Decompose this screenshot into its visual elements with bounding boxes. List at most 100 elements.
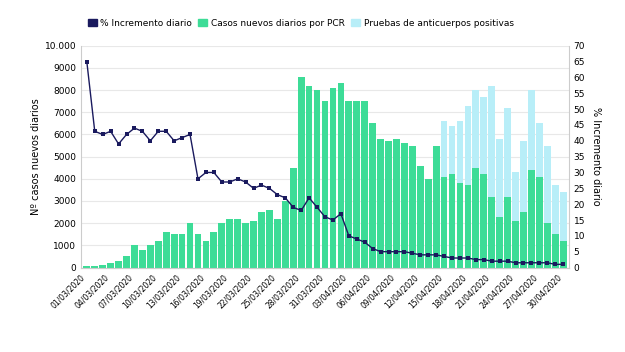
- Bar: [298, 77, 304, 268]
- Bar: [218, 223, 225, 268]
- Bar: [346, 101, 352, 268]
- Bar: [179, 234, 186, 268]
- Bar: [449, 174, 456, 268]
- Bar: [187, 223, 193, 268]
- Bar: [211, 232, 217, 268]
- Bar: [91, 266, 98, 268]
- Bar: [496, 139, 503, 268]
- Bar: [290, 168, 297, 268]
- Y-axis label: % Incremento diario: % Incremento diario: [591, 107, 601, 206]
- Bar: [187, 223, 193, 268]
- Bar: [464, 106, 471, 268]
- Bar: [425, 179, 432, 268]
- Bar: [369, 124, 376, 268]
- Bar: [202, 241, 209, 268]
- Bar: [488, 196, 495, 268]
- Bar: [338, 83, 344, 268]
- Bar: [123, 256, 130, 268]
- Bar: [417, 165, 424, 268]
- Bar: [409, 146, 416, 268]
- Bar: [107, 263, 114, 268]
- Bar: [314, 90, 321, 268]
- Bar: [115, 261, 122, 268]
- Bar: [322, 101, 328, 268]
- Bar: [290, 168, 297, 268]
- Bar: [194, 234, 201, 268]
- Bar: [457, 121, 463, 268]
- Bar: [329, 88, 336, 268]
- Bar: [512, 172, 519, 268]
- Bar: [393, 139, 400, 268]
- Bar: [163, 232, 169, 268]
- Bar: [369, 124, 376, 268]
- Bar: [83, 266, 90, 268]
- Bar: [234, 219, 241, 268]
- Bar: [306, 86, 312, 268]
- Bar: [242, 223, 249, 268]
- Bar: [361, 101, 368, 268]
- Bar: [457, 183, 463, 268]
- Bar: [147, 245, 154, 268]
- Bar: [353, 101, 360, 268]
- Legend: % Incremento diario, Casos nuevos diarios por PCR, Pruebas de anticuerpos positi: % Incremento diario, Casos nuevos diario…: [86, 17, 516, 30]
- Bar: [472, 168, 479, 268]
- Bar: [266, 210, 272, 268]
- Bar: [218, 223, 225, 268]
- Bar: [536, 124, 542, 268]
- Bar: [464, 186, 471, 268]
- Bar: [155, 241, 162, 268]
- Bar: [528, 170, 535, 268]
- Bar: [504, 196, 511, 268]
- Bar: [115, 261, 122, 268]
- Bar: [282, 201, 289, 268]
- Bar: [425, 179, 432, 268]
- Bar: [266, 210, 272, 268]
- Bar: [544, 146, 551, 268]
- Bar: [560, 241, 567, 268]
- Bar: [504, 108, 511, 268]
- Bar: [401, 143, 408, 268]
- Bar: [274, 219, 281, 268]
- Bar: [329, 88, 336, 268]
- Bar: [202, 241, 209, 268]
- Bar: [544, 223, 551, 268]
- Bar: [346, 101, 352, 268]
- Bar: [528, 90, 535, 268]
- Bar: [536, 177, 542, 268]
- Bar: [322, 101, 328, 268]
- Bar: [139, 250, 146, 268]
- Bar: [401, 143, 408, 268]
- Bar: [147, 245, 154, 268]
- Bar: [258, 212, 265, 268]
- Bar: [314, 90, 321, 268]
- Bar: [234, 219, 241, 268]
- Bar: [432, 146, 439, 268]
- Bar: [306, 86, 312, 268]
- Bar: [250, 221, 257, 268]
- Bar: [520, 212, 527, 268]
- Bar: [99, 265, 106, 268]
- Bar: [131, 245, 138, 268]
- Bar: [481, 97, 487, 268]
- Bar: [107, 263, 114, 268]
- Bar: [179, 234, 186, 268]
- Bar: [496, 216, 503, 268]
- Bar: [211, 232, 217, 268]
- Bar: [441, 121, 448, 268]
- Bar: [282, 201, 289, 268]
- Bar: [520, 141, 527, 268]
- Bar: [131, 245, 138, 268]
- Bar: [171, 234, 177, 268]
- Bar: [99, 265, 106, 268]
- Bar: [139, 250, 146, 268]
- Bar: [123, 256, 130, 268]
- Bar: [194, 234, 201, 268]
- Bar: [481, 174, 487, 268]
- Bar: [298, 77, 304, 268]
- Bar: [83, 266, 90, 268]
- Bar: [449, 126, 456, 268]
- Bar: [258, 212, 265, 268]
- Bar: [338, 83, 344, 268]
- Bar: [512, 221, 519, 268]
- Y-axis label: Nº casos nuevos diarios: Nº casos nuevos diarios: [31, 98, 41, 215]
